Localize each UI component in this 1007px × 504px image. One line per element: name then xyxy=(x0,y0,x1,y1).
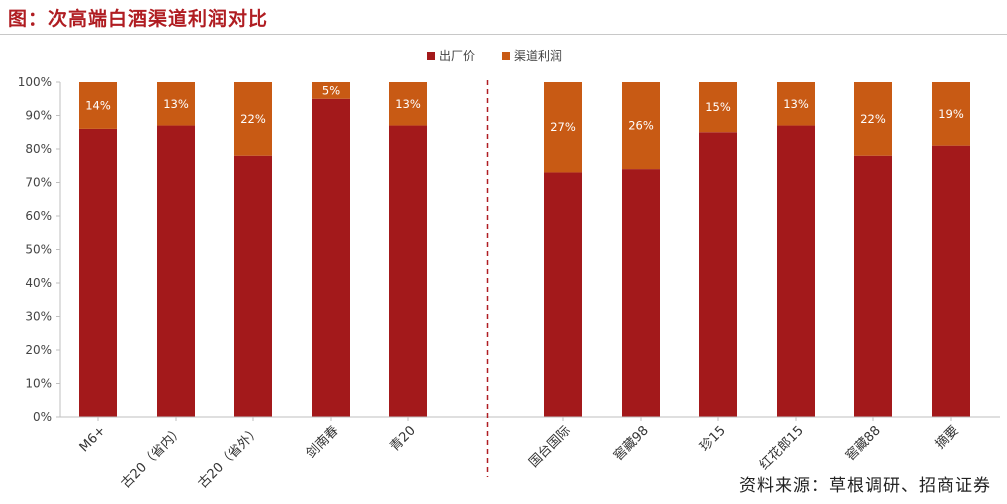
data-label: 26% xyxy=(628,119,654,133)
legend-swatch xyxy=(502,52,510,60)
bars: 14% 13% 22% 5% 13% 27% 26% 15% 13% 22% 19% xyxy=(79,82,970,418)
data-label: 15% xyxy=(705,100,731,114)
chart-title: 图：次高端白酒渠道利润对比 xyxy=(8,8,269,30)
bar-factory-price xyxy=(157,125,195,418)
bar-channel-profit xyxy=(544,82,582,173)
x-tick-label: 窖藏98 xyxy=(610,423,651,464)
y-tick-label: 40% xyxy=(25,276,52,290)
y-tick-label: 50% xyxy=(25,243,52,257)
legend-label: 出厂价 xyxy=(439,49,475,63)
bar-factory-price xyxy=(312,98,350,417)
bar-channel-profit xyxy=(389,82,427,126)
bar-channel-profit xyxy=(234,82,272,156)
y-axis: 0% 10% 20% 30% 40% 50% 60% 70% 80% 90% 100% xyxy=(18,75,61,424)
bar-factory-price xyxy=(699,132,737,417)
data-label: 13% xyxy=(783,97,809,111)
data-label: 13% xyxy=(395,97,421,111)
y-tick-label: 100% xyxy=(18,75,52,89)
bar-factory-price xyxy=(622,169,660,417)
data-label: 27% xyxy=(550,120,576,134)
bar-channel-profit xyxy=(699,82,737,133)
x-tick-label: 摘要 xyxy=(932,423,962,453)
x-tick-label: 古20（省内） xyxy=(118,423,187,492)
bar-channel-profit xyxy=(777,82,815,126)
legend-label: 渠道利润 xyxy=(514,49,562,63)
y-tick-label: 80% xyxy=(25,142,52,156)
bar-factory-price xyxy=(234,155,272,417)
data-label: 19% xyxy=(938,107,964,121)
bar-channel-profit xyxy=(157,82,195,126)
x-tick-label: 古20（省外） xyxy=(196,423,264,491)
bar-channel-profit xyxy=(312,82,350,99)
title-divider xyxy=(0,34,1007,35)
y-tick-label: 60% xyxy=(25,209,52,223)
bar-channel-profit xyxy=(854,82,892,156)
source-note: 资料来源：草根调研、招商证券 xyxy=(739,476,991,496)
x-tick-label: 国台国际 xyxy=(526,423,573,470)
bar-factory-price xyxy=(79,128,117,417)
x-tick-label: 窖藏88 xyxy=(842,423,883,464)
bar-channel-profit xyxy=(932,82,970,146)
y-tick-label: 70% xyxy=(25,176,52,190)
bar-factory-price xyxy=(854,155,892,417)
data-label: 14% xyxy=(85,98,111,112)
bar-channel-profit xyxy=(622,82,660,170)
data-label: 22% xyxy=(860,112,886,126)
y-tick-label: 10% xyxy=(25,377,52,391)
bar-factory-price xyxy=(389,125,427,418)
data-label: 13% xyxy=(163,97,189,111)
bar-factory-price xyxy=(777,125,815,418)
data-label: 22% xyxy=(240,112,266,126)
y-tick-label: 30% xyxy=(25,310,52,324)
y-tick-label: 0% xyxy=(33,410,52,424)
legend-swatch xyxy=(427,52,435,60)
bar-channel-profit xyxy=(79,82,117,129)
legend: 出厂价 渠道利润 xyxy=(427,49,562,63)
y-tick-label: 90% xyxy=(25,109,52,123)
bar-factory-price xyxy=(932,145,970,417)
y-tick-label: 20% xyxy=(25,343,52,357)
x-tick-label: M6+ xyxy=(77,423,109,455)
data-label: 5% xyxy=(322,83,340,97)
x-tick-label: 红花郎15 xyxy=(756,423,807,474)
x-tick-label: 珍15 xyxy=(697,423,728,454)
x-tick-label: 剑南春 xyxy=(303,423,342,462)
bar-factory-price xyxy=(544,172,582,417)
x-tick-label: 青20 xyxy=(387,423,418,454)
